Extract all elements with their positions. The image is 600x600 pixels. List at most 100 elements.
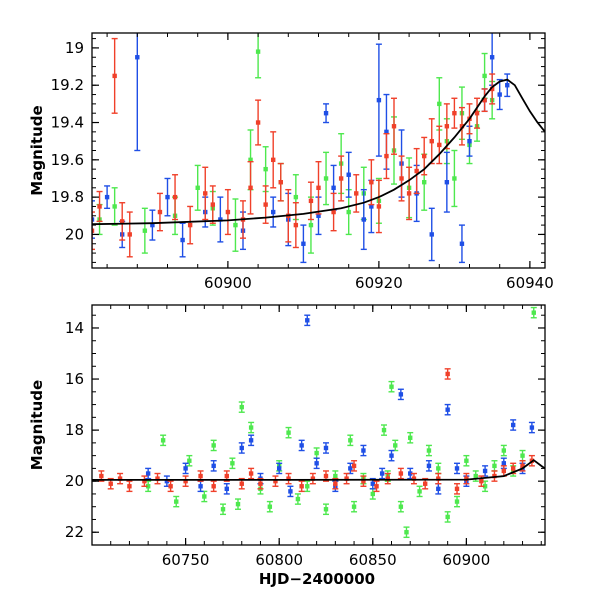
data-point xyxy=(444,403,451,416)
data-point xyxy=(164,177,171,217)
data-point xyxy=(444,368,451,380)
data-point xyxy=(454,495,461,508)
data-point xyxy=(397,467,404,480)
data-point xyxy=(238,442,245,454)
data-point xyxy=(285,472,292,485)
data-point xyxy=(435,483,442,495)
data-point xyxy=(398,155,405,202)
data-point xyxy=(156,192,163,232)
data-point xyxy=(197,470,204,482)
data-point xyxy=(287,485,294,498)
data-point xyxy=(489,73,496,105)
data-point xyxy=(338,155,345,202)
data-point xyxy=(504,73,511,98)
data-point xyxy=(406,166,413,221)
data-point xyxy=(277,162,284,202)
data-point xyxy=(126,211,133,258)
data-point xyxy=(416,485,423,498)
data-point xyxy=(313,457,320,470)
data-point xyxy=(481,88,488,113)
data-point xyxy=(428,207,435,262)
data-point xyxy=(444,511,451,523)
data-point xyxy=(248,467,255,480)
data-point xyxy=(202,166,209,221)
y-tick-label: 18 xyxy=(65,421,84,439)
data-point xyxy=(435,462,442,475)
data-point xyxy=(330,192,337,232)
data-point xyxy=(383,133,390,180)
data-point xyxy=(410,472,417,485)
data-point xyxy=(381,424,388,436)
data-point xyxy=(360,188,367,251)
data-point xyxy=(482,465,489,477)
data-point xyxy=(413,147,420,195)
data-point xyxy=(173,495,180,508)
data-point xyxy=(451,149,458,208)
data-point xyxy=(313,447,320,459)
bottom-panel: 60750 60800 60850 60900 14 16 18 20 22 Magnitude xyxy=(28,304,546,569)
data-point xyxy=(194,164,201,211)
data-point xyxy=(248,421,255,434)
data-point xyxy=(519,449,526,462)
data-point xyxy=(276,462,283,475)
series-red xyxy=(98,368,535,495)
plot-frame xyxy=(91,304,546,546)
data-point xyxy=(343,472,350,485)
data-point xyxy=(397,388,404,401)
y-axis-title: Magnitude xyxy=(28,380,46,470)
data-point xyxy=(375,179,382,234)
data-point xyxy=(149,209,156,241)
data-point xyxy=(315,160,322,215)
data-point xyxy=(360,444,367,457)
data-point xyxy=(360,475,367,487)
data-point xyxy=(403,526,410,539)
data-point xyxy=(451,97,458,129)
data-point xyxy=(104,185,111,210)
data-point xyxy=(351,460,358,472)
data-point xyxy=(368,159,375,206)
data-point xyxy=(210,480,217,493)
data-point xyxy=(345,151,352,198)
data-point xyxy=(298,439,305,452)
data-point xyxy=(210,439,217,452)
data-point xyxy=(530,306,537,319)
data-point xyxy=(272,475,279,487)
data-point xyxy=(435,472,442,485)
data-point xyxy=(160,434,167,447)
data-point xyxy=(322,442,329,454)
data-point xyxy=(463,472,470,485)
data-point xyxy=(117,472,124,485)
data-point xyxy=(375,43,382,157)
plot-area xyxy=(92,33,545,264)
data-point xyxy=(186,454,193,467)
data-point xyxy=(255,99,262,146)
data-point xyxy=(304,480,311,493)
data-point xyxy=(392,439,399,452)
data-point xyxy=(111,187,118,226)
data-point xyxy=(266,500,273,513)
x-axis-title: HJD−2400000 xyxy=(259,570,375,588)
x-tick-label: 60900 xyxy=(443,551,491,569)
top-panel: 60900 60920 60940 19 19.2 19.4 19.6 19.8 20 Magni… xyxy=(28,32,554,292)
data-point xyxy=(425,444,432,457)
data-point xyxy=(182,462,189,475)
data-point xyxy=(187,205,194,245)
y-tick-label: 19.6 xyxy=(51,151,84,169)
data-point xyxy=(454,483,461,495)
data-point xyxy=(270,196,277,228)
data-point xyxy=(379,467,386,480)
x-tick-label: 60920 xyxy=(355,274,403,292)
data-point xyxy=(232,198,239,252)
data-point xyxy=(298,480,305,493)
data-point xyxy=(347,434,354,447)
data-point xyxy=(323,103,330,124)
data-point xyxy=(154,472,161,485)
data-point xyxy=(262,146,269,193)
y-tick-label: 19.2 xyxy=(51,76,84,94)
data-point xyxy=(270,131,277,189)
data-point xyxy=(145,467,152,480)
y-tick-label: 14 xyxy=(65,319,84,337)
data-point xyxy=(491,460,498,472)
data-point xyxy=(141,207,148,254)
y-tick-label: 19 xyxy=(65,39,84,57)
